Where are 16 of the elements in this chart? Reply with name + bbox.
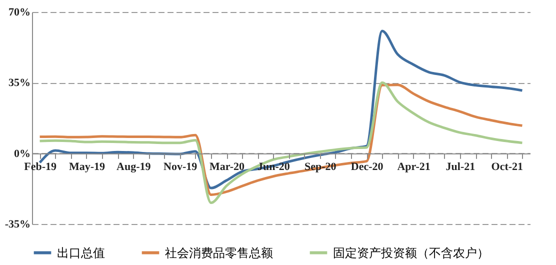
legend-label: 社会消费品零售总额 [165, 246, 273, 260]
y-tick-label: 0% [14, 148, 30, 160]
legend-label: 固定资产投资额（不含农户） [333, 246, 489, 260]
x-tick-label: Aug-19 [116, 160, 152, 173]
x-tick-label: Mar-20 [210, 160, 246, 173]
y-tick-label: 35% [8, 77, 30, 90]
y-tick-label: 70% [8, 6, 30, 18]
y-tick-label: -35% [4, 218, 30, 230]
x-tick-label: Apr-21 [397, 160, 430, 173]
x-tick-label: Jul-21 [446, 160, 476, 173]
x-tick-label: Feb-19 [24, 160, 57, 173]
x-tick-label: Oct-21 [491, 160, 524, 173]
x-tick-label: Nov-19 [164, 160, 198, 173]
legend-label: 出口总值 [57, 246, 105, 260]
x-tick-label: May-19 [68, 160, 106, 173]
x-tick-label: Dec-20 [350, 160, 384, 173]
